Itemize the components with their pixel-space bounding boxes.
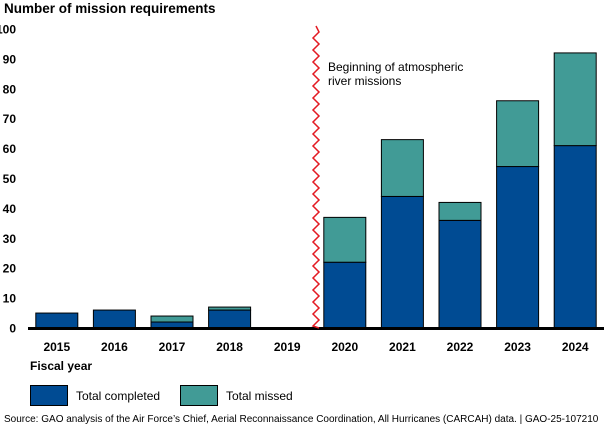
y-tick-label-0: 0	[9, 322, 16, 336]
annotation-text-line2: river missions	[328, 74, 401, 88]
legend-label-missed: Total missed	[226, 389, 293, 403]
bar-missed-2023	[496, 100, 540, 168]
x-tick-label-2018: 2018	[216, 340, 243, 354]
y-tick-label-40: 40	[3, 202, 17, 216]
x-tick-label-2017: 2017	[159, 340, 186, 354]
y-tick-label-50: 50	[3, 172, 17, 186]
legend-swatch-missed	[180, 385, 218, 406]
y-tick-label-60: 60	[3, 142, 17, 156]
y-tick-label-30: 30	[3, 232, 17, 246]
legend-label-completed: Total completed	[76, 389, 161, 403]
bar-missed-2020	[323, 216, 367, 263]
bar-completed-2018	[208, 309, 252, 329]
y-tick-label-10: 10	[3, 292, 17, 306]
x-axis-title: Fiscal year	[30, 359, 93, 373]
x-tick-label-2022: 2022	[447, 340, 474, 354]
bar-missed-2017	[150, 315, 194, 323]
x-tick-label-2024: 2024	[562, 340, 589, 354]
annotation-text-line1: Beginning of atmospheric	[328, 60, 463, 74]
y-tick-label-20: 20	[3, 262, 17, 276]
bar-completed-2024	[553, 145, 597, 329]
x-tick-label-2015: 2015	[43, 340, 70, 354]
y-tick-label-80: 80	[3, 82, 17, 96]
bar-completed-2016	[92, 309, 136, 329]
bar-completed-2022	[438, 219, 482, 329]
bar-missed-2018	[208, 306, 252, 311]
y-tick-label-100: 100	[0, 23, 16, 37]
x-tick-label-2019: 2019	[274, 340, 301, 354]
y-tick-label-90: 90	[3, 52, 17, 66]
bar-completed-2015	[35, 312, 79, 329]
y-tick-label-70: 70	[3, 112, 17, 126]
x-tick-label-2023: 2023	[504, 340, 531, 354]
bar-missed-2022	[438, 201, 482, 221]
source-note: Source: GAO analysis of the Air Force’s …	[4, 414, 599, 425]
bar-missed-2021	[380, 139, 424, 197]
stacked-bar-chart: 0 10 20 30 40 50 60 70 80 90 100 2015 2016 2017 2018 20…	[0, 23, 604, 354]
y-axis-title: Number of mission requirements	[4, 1, 216, 16]
x-tick-label-2020: 2020	[331, 340, 358, 354]
bar-completed-2021	[380, 195, 424, 329]
x-tick-label-2016: 2016	[101, 340, 128, 354]
x-tick-label-2021: 2021	[389, 340, 416, 354]
bar-completed-2023	[496, 166, 540, 329]
annotation-zigzag-line	[311, 25, 321, 329]
bar-completed-2020	[323, 261, 367, 329]
legend-swatch-completed	[30, 385, 68, 406]
bar-missed-2024	[553, 52, 597, 147]
